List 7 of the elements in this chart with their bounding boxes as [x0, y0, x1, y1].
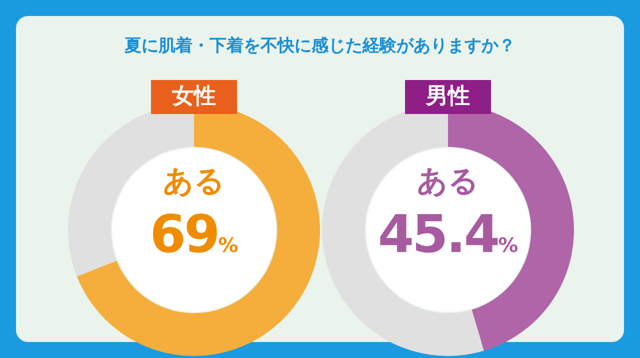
slice-label: ある: [162, 164, 226, 200]
text: 夏に肌着・下着を不快に感じた経験がありますか？: [124, 35, 516, 57]
slice-label: ある: [416, 164, 480, 200]
data-label: 69%: [150, 205, 238, 265]
chart-title: 女性: [151, 80, 237, 114]
data-label: 45.4%: [378, 205, 518, 265]
chart-title: 男性: [405, 80, 491, 114]
